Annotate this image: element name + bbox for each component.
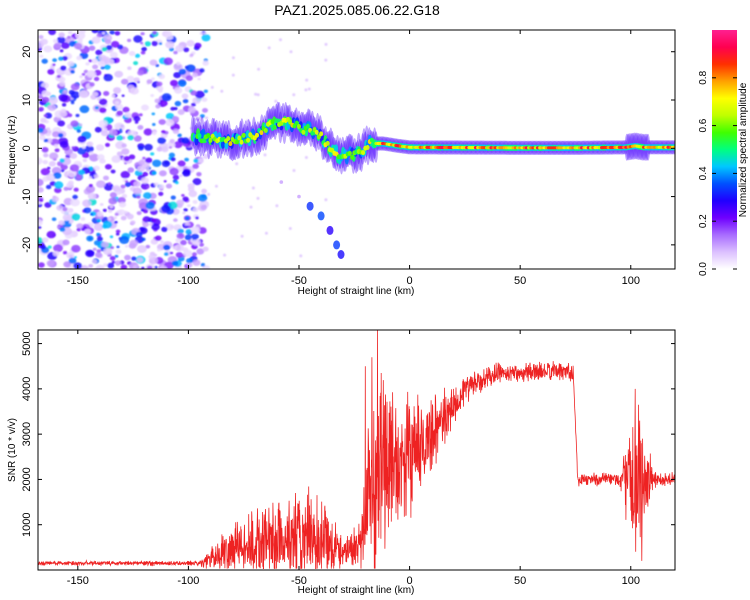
spectrogram-frame bbox=[37, 29, 676, 270]
y-tick-label: 3000 bbox=[21, 422, 33, 446]
x-tick-label: 100 bbox=[622, 275, 640, 287]
spectrogram-y-ticks: -20 -10 0 10 20 bbox=[21, 46, 675, 253]
y-tick-label: 4000 bbox=[21, 377, 33, 401]
spectrogram-ridge bbox=[190, 101, 675, 175]
snr-y-axis-label: SNR (10 * v/v) bbox=[7, 418, 18, 482]
x-tick-label: -50 bbox=[291, 575, 307, 587]
snr-x-axis-label: Height of straight line (km) bbox=[298, 585, 415, 596]
spectrogram-x-ticks: -150 -100 -50 0 50 100 bbox=[67, 30, 640, 287]
colorbar-tick-label: 0.0 bbox=[698, 262, 709, 276]
x-tick-label: -50 bbox=[291, 275, 307, 287]
x-tick-label: -100 bbox=[177, 275, 199, 287]
colorbar-label: Normalized spectral amplitude bbox=[738, 82, 749, 217]
x-tick-label: -150 bbox=[67, 275, 89, 287]
x-tick-label: 50 bbox=[514, 575, 526, 587]
colorbar: 0.0 0.2 0.4 0.6 0.8 Normalized spectral ampl… bbox=[698, 30, 749, 276]
y-tick-label: 20 bbox=[21, 46, 33, 58]
x-tick-label: 0 bbox=[407, 275, 413, 287]
figure-title: PAZ1.2025.085.06.22.G18 bbox=[274, 2, 440, 18]
colorbar-tick-label: 0.2 bbox=[698, 214, 709, 228]
y-tick-label: 1000 bbox=[21, 512, 33, 536]
spectrogram-noise bbox=[38, 30, 336, 269]
y-tick-label: 5000 bbox=[21, 331, 33, 355]
y-tick-label: -10 bbox=[21, 189, 33, 205]
x-tick-label: 100 bbox=[622, 575, 640, 587]
y-tick-label: 0 bbox=[21, 145, 33, 151]
snr-series-line bbox=[38, 330, 675, 569]
x-tick-label: -150 bbox=[67, 575, 89, 587]
colorbar-tick-label: 0.8 bbox=[698, 70, 709, 84]
snr-frame bbox=[37, 329, 676, 571]
spectrogram-secondary-branch bbox=[279, 180, 345, 259]
colorbar-tick-label: 0.6 bbox=[698, 118, 709, 132]
snr-x-ticks: -150 -100 -50 0 50 100 bbox=[67, 330, 640, 587]
spectrogram-y-axis-label: Frequency (Hz) bbox=[7, 116, 18, 185]
x-tick-label: 0 bbox=[407, 575, 413, 587]
x-tick-label: 50 bbox=[514, 275, 526, 287]
y-tick-label: 10 bbox=[21, 94, 33, 106]
x-tick-label: -100 bbox=[177, 575, 199, 587]
spectrogram-heatmap bbox=[38, 30, 675, 269]
snr-panel: -150 -100 -50 0 50 100 1000 2000 3000 4000 5000 H… bbox=[7, 329, 676, 596]
colorbar-tick-label: 0.4 bbox=[698, 166, 709, 180]
y-tick-label: 2000 bbox=[21, 467, 33, 491]
colorbar-gradient bbox=[712, 30, 737, 269]
colorbar-ticks: 0.0 0.2 0.4 0.6 0.8 bbox=[698, 70, 737, 276]
y-tick-label: -20 bbox=[21, 237, 33, 253]
snr-y-ticks: 1000 2000 3000 4000 5000 bbox=[21, 331, 675, 537]
spectrogram-x-axis-label: Height of straight line (km) bbox=[298, 286, 415, 297]
